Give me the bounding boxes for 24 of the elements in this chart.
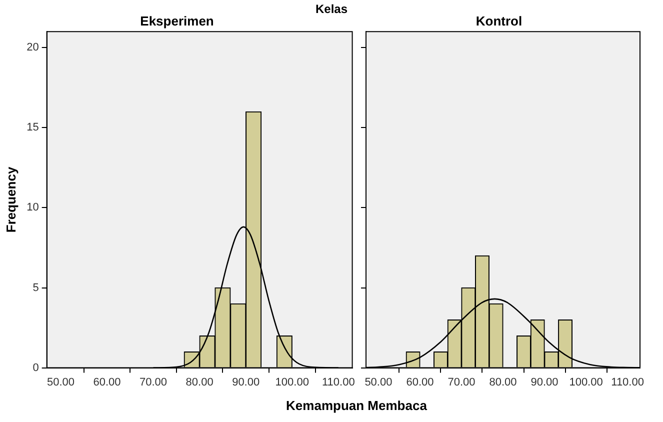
x-tick-label: 60.00 <box>406 376 434 388</box>
y-tick-label: 5 <box>32 282 39 294</box>
x-tick-label: 60.00 <box>93 376 121 388</box>
x-tick-label: 50.00 <box>364 376 392 388</box>
x-tick-label: 90.00 <box>232 376 260 388</box>
x-tick-label: 50.00 <box>46 376 74 388</box>
y-tick-label: 15 <box>26 122 39 134</box>
x-tick-label: 90.00 <box>530 376 558 388</box>
chart-title: Eksperimen <box>140 13 214 28</box>
x-tick-label: 70.00 <box>448 376 476 388</box>
x-tick-label: 80.00 <box>186 376 214 388</box>
text: Kelas <box>315 2 348 16</box>
x-tick-label: 100.00 <box>569 376 603 388</box>
x-axis-title: Kemampuan Membaca <box>285 398 428 413</box>
x-tick-label: 110.00 <box>322 376 355 388</box>
chart-title: Kontrol <box>476 13 522 28</box>
y-tick-label: 0 <box>32 362 39 374</box>
x-tick-label: 80.00 <box>489 376 517 388</box>
y-axis-title: Frequency <box>3 166 18 233</box>
x-tick-label: 100.00 <box>275 376 309 388</box>
y-tick-label: 10 <box>26 202 39 214</box>
x-tick-label: 110.00 <box>611 376 644 388</box>
y-tick-label: 20 <box>26 42 39 54</box>
x-tick-label: 70.00 <box>140 376 168 388</box>
